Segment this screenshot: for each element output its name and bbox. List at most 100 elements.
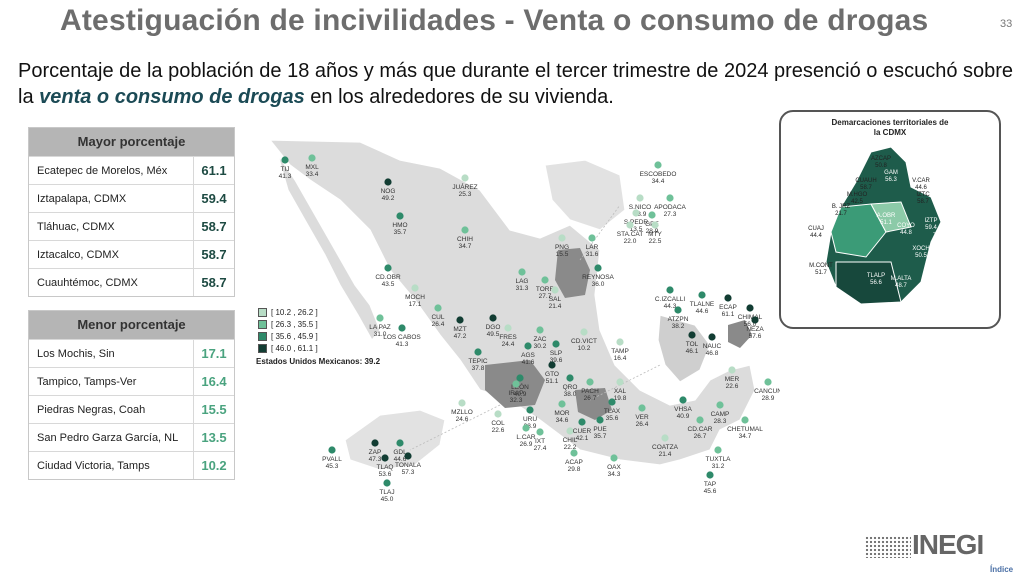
city-value: 17.1 [409,301,422,308]
row-name: Tampico, Tamps-Ver [37,375,137,388]
city-value: 30.2 [534,343,547,350]
city-marker [764,378,772,386]
city-name: LEÓN [511,382,529,391]
city-value: 45.0 [381,496,394,503]
city-marker [616,338,624,346]
legend-label: [ 46.0 , 61.1 ] [271,343,318,353]
inset-title-line2: la CDMX [873,128,907,137]
bottom-table-header: Menor porcentaje [29,311,234,339]
borough-name: A.OBR [877,213,896,219]
city-marker [578,418,586,426]
borough-value: 21.7 [835,211,847,217]
city-value: 31.2 [712,463,725,470]
city-value: 32.3 [510,397,523,404]
city-marker [461,226,469,234]
city-name: TOL [686,341,699,348]
city-name: MZT [453,326,466,333]
city-marker [536,428,544,436]
page-title: Atestiguación de incivilidades - Venta o… [60,4,929,37]
city-value: 47.3 [369,456,382,463]
city-marker [526,406,534,414]
city-name: TLALNE [690,301,715,308]
valle-mexico-area [728,320,752,348]
city-marker [716,401,724,409]
borough-value: 59.4 [925,225,937,231]
inegi-logo-pattern [865,536,911,558]
city-name: AGS [521,352,535,359]
city-name: TAP [704,481,716,488]
city-value: 15.5 [556,251,569,258]
borough-value: 58.7 [917,199,929,205]
city-marker [751,316,759,324]
city-value: 47.2 [454,333,467,340]
city-marker [504,324,512,332]
city-value: 22.0 [624,238,637,245]
city-value: 37.8 [472,365,485,372]
city-marker [558,400,566,408]
city-value: 51.1 [546,378,559,385]
row-name: Los Mochis, Sin [37,347,115,360]
table-row: Piedras Negras, Coah 15.5 [29,395,234,423]
city-value: 46.1 [686,348,699,355]
city-value: 44.6 [696,308,709,315]
row-value: 15.5 [193,396,234,423]
city-value: 45.3 [326,463,339,470]
city-marker [489,314,497,322]
city-marker [524,342,532,350]
city-value: 28.9 [646,228,659,235]
city-name: ESCOBEDO [640,171,677,178]
city-value: 27.3 [664,211,677,218]
city-name: XAL [614,388,627,395]
city-value: 41.3 [396,341,409,348]
city-name: TAMP [611,348,629,355]
city-marker [328,446,336,454]
city-name: C.IZCALLI [655,296,686,303]
city-name: MOR [554,410,569,417]
city-marker [566,374,574,382]
subtitle-highlight: venta o consumo de drogas [39,86,305,108]
city-marker [461,174,469,182]
city-name: LAG [515,278,528,285]
table-row: San Pedro Garza García, NL 13.5 [29,423,234,451]
inset-connector-lines [409,204,661,451]
row-name: Tláhuac, CDMX [37,220,115,233]
map-legend: [ 10.2 , 26.2 ] [ 26.3 , 35.5 ] [ 35.6 ,… [258,306,318,354]
city-marker [632,209,640,217]
city-name: ZAC [534,336,547,343]
table-row: Tláhuac, CDMX 58.7 [29,212,234,240]
city-marker [458,399,466,407]
index-link[interactable]: Índice [990,565,1014,574]
city-name: CHIL [563,437,578,444]
city-value: 38.2 [672,323,685,330]
inset-title: Demarcaciones territoriales de la CDMX [781,118,999,138]
city-value: 34.7 [739,433,752,440]
city-name: NOG [381,188,396,195]
borough-name: XOCH [912,246,929,252]
city-name: TLAX [604,408,621,415]
city-value: 34.7 [459,243,472,250]
city-value: 27.4 [534,445,547,452]
city-name: QRO [563,384,578,391]
city-marker [281,156,289,164]
city-name: STA.CAT [617,231,644,238]
city-marker [494,410,502,418]
city-marker [384,264,392,272]
city-name: SAL [549,296,562,303]
city-value: 31.6 [586,251,599,258]
city-name: CD.VICT [571,338,597,345]
row-name: San Pedro Garza García, NL [37,431,179,444]
city-value: 49.2 [382,195,395,202]
city-marker [512,380,520,388]
legend-swatch [258,343,267,353]
city-name: IXT [535,438,545,445]
city-marker [636,194,644,202]
city-marker [706,471,714,479]
city-value: 38.0 [564,391,577,398]
borough-value: 58.7 [860,185,872,191]
city-marker [724,294,732,302]
city-name: COATZA [652,444,679,451]
city-name: LA PAZ [369,324,391,331]
borough-name: V.CAR [912,178,930,184]
city-value: 40.9 [677,413,690,420]
city-name: TLAQ [377,464,394,471]
